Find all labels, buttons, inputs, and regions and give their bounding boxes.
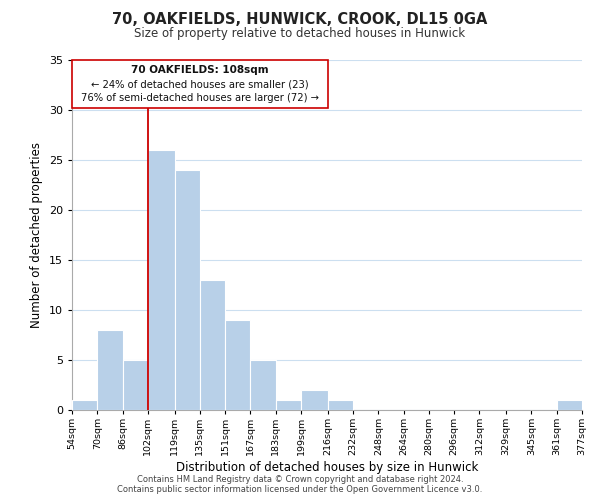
Text: Contains HM Land Registry data © Crown copyright and database right 2024.: Contains HM Land Registry data © Crown c… [137,474,463,484]
Bar [97,330,122,410]
Bar [200,280,225,410]
X-axis label: Distribution of detached houses by size in Hunwick: Distribution of detached houses by size … [176,461,478,474]
Text: Size of property relative to detached houses in Hunwick: Size of property relative to detached ho… [134,28,466,40]
Bar [122,360,148,410]
Bar [275,400,301,410]
Bar [250,360,275,410]
Bar [557,400,582,410]
Bar [328,400,353,410]
Text: 70, OAKFIELDS, HUNWICK, CROOK, DL15 0GA: 70, OAKFIELDS, HUNWICK, CROOK, DL15 0GA [112,12,488,28]
Text: Contains public sector information licensed under the Open Government Licence v3: Contains public sector information licen… [118,484,482,494]
Bar [148,150,175,410]
Bar [225,320,250,410]
Text: ← 24% of detached houses are smaller (23): ← 24% of detached houses are smaller (23… [91,79,309,89]
Bar [301,390,328,410]
Text: 70 OAKFIELDS: 108sqm: 70 OAKFIELDS: 108sqm [131,64,269,74]
Bar [72,60,328,108]
Y-axis label: Number of detached properties: Number of detached properties [30,142,43,328]
Bar [72,400,97,410]
Bar [175,170,200,410]
Text: 76% of semi-detached houses are larger (72) →: 76% of semi-detached houses are larger (… [81,93,319,103]
